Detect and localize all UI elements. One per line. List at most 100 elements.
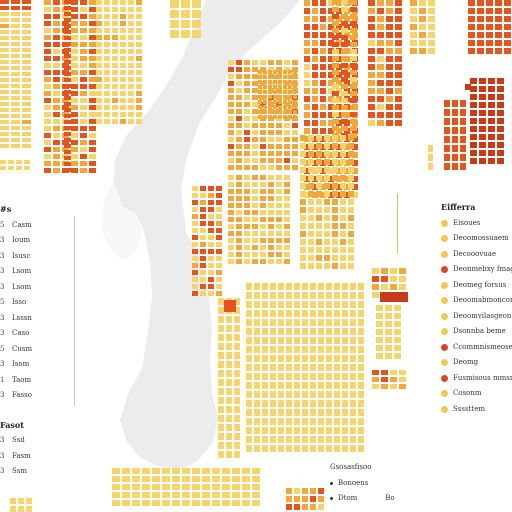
city-block (80, 21, 87, 26)
city-block (136, 105, 142, 110)
city-block (11, 78, 20, 82)
city-block (342, 427, 348, 434)
left-panel-row: 5 Cusm (0, 342, 70, 358)
city-block (71, 49, 78, 54)
city-block (318, 364, 324, 371)
city-block (252, 175, 258, 180)
city-block (244, 224, 250, 229)
city-block (300, 247, 306, 253)
city-block (44, 0, 51, 5)
city-block (318, 319, 324, 326)
city-block (228, 88, 234, 93)
city-block (236, 210, 242, 215)
city-block (376, 313, 383, 319)
city-block (270, 310, 276, 317)
city-block (254, 400, 260, 407)
city-block (394, 321, 401, 327)
city-block (278, 427, 284, 434)
city-block (268, 115, 272, 119)
city-block (318, 427, 324, 434)
city-block (112, 77, 118, 82)
city-block (460, 163, 466, 170)
bottom-legend-item: Dtom Bo (330, 491, 396, 507)
city-block (332, 7, 339, 12)
city-block (286, 488, 292, 494)
city-block (395, 80, 402, 86)
city-block (286, 382, 292, 389)
city-block (53, 28, 60, 33)
city-block (479, 110, 486, 116)
city-block (332, 21, 339, 26)
city-block (218, 451, 224, 458)
city-block (320, 48, 326, 54)
city-block (273, 110, 277, 114)
city-block (368, 120, 375, 126)
city-block (260, 165, 266, 170)
city-block (350, 427, 356, 434)
city-block (112, 42, 118, 47)
city-block (497, 86, 504, 92)
city-block (292, 158, 298, 163)
city-block (328, 136, 334, 142)
city-block (62, 98, 69, 103)
city-block (162, 484, 170, 490)
city-block (460, 109, 466, 116)
city-block (212, 468, 220, 474)
city-block (162, 492, 170, 498)
city-block (172, 492, 180, 498)
city-block (246, 364, 252, 371)
city-block (394, 329, 401, 335)
city-block (270, 319, 276, 326)
city-block (252, 259, 258, 264)
city-block (318, 355, 324, 362)
city-block (328, 184, 334, 190)
city-block (236, 88, 242, 93)
city-block (260, 210, 266, 215)
city-block (64, 72, 71, 76)
city-block (479, 134, 486, 140)
city-block (262, 355, 268, 362)
city-block (218, 361, 224, 368)
city-block (377, 96, 384, 102)
city-block (120, 56, 126, 61)
city-block (246, 310, 252, 317)
city-block (341, 91, 348, 96)
city-block (263, 100, 267, 104)
city-block (316, 231, 322, 237)
city-block (320, 120, 326, 126)
map-legend: Eifferra Eisoues Deoomossuaem Decooovuae De… (441, 200, 512, 417)
city-block (270, 427, 276, 434)
city-block (342, 328, 348, 335)
city-block (302, 504, 308, 510)
city-block (80, 133, 87, 138)
city-block (336, 192, 342, 198)
city-block (236, 102, 242, 107)
city-block (348, 191, 354, 197)
city-block (350, 91, 357, 96)
city-block (278, 292, 284, 299)
city-block (53, 147, 60, 152)
city-block (336, 152, 342, 158)
city-block (244, 130, 250, 135)
city-block (395, 72, 402, 78)
city-block (320, 8, 326, 14)
city-block (497, 78, 504, 84)
city-block (11, 48, 20, 52)
city-block (132, 468, 140, 474)
city-block (320, 192, 326, 198)
city-block (22, 108, 31, 112)
city-block (22, 18, 31, 22)
city-block (254, 382, 260, 389)
city-block (470, 94, 477, 100)
city-block (96, 84, 102, 89)
city-block (368, 8, 375, 14)
city-block (11, 108, 20, 112)
city-block (270, 328, 276, 335)
city-block (394, 337, 401, 343)
city-block (268, 151, 274, 156)
city-block (64, 48, 71, 52)
city-block (212, 500, 220, 506)
city-block (64, 144, 71, 148)
city-block (278, 346, 284, 353)
